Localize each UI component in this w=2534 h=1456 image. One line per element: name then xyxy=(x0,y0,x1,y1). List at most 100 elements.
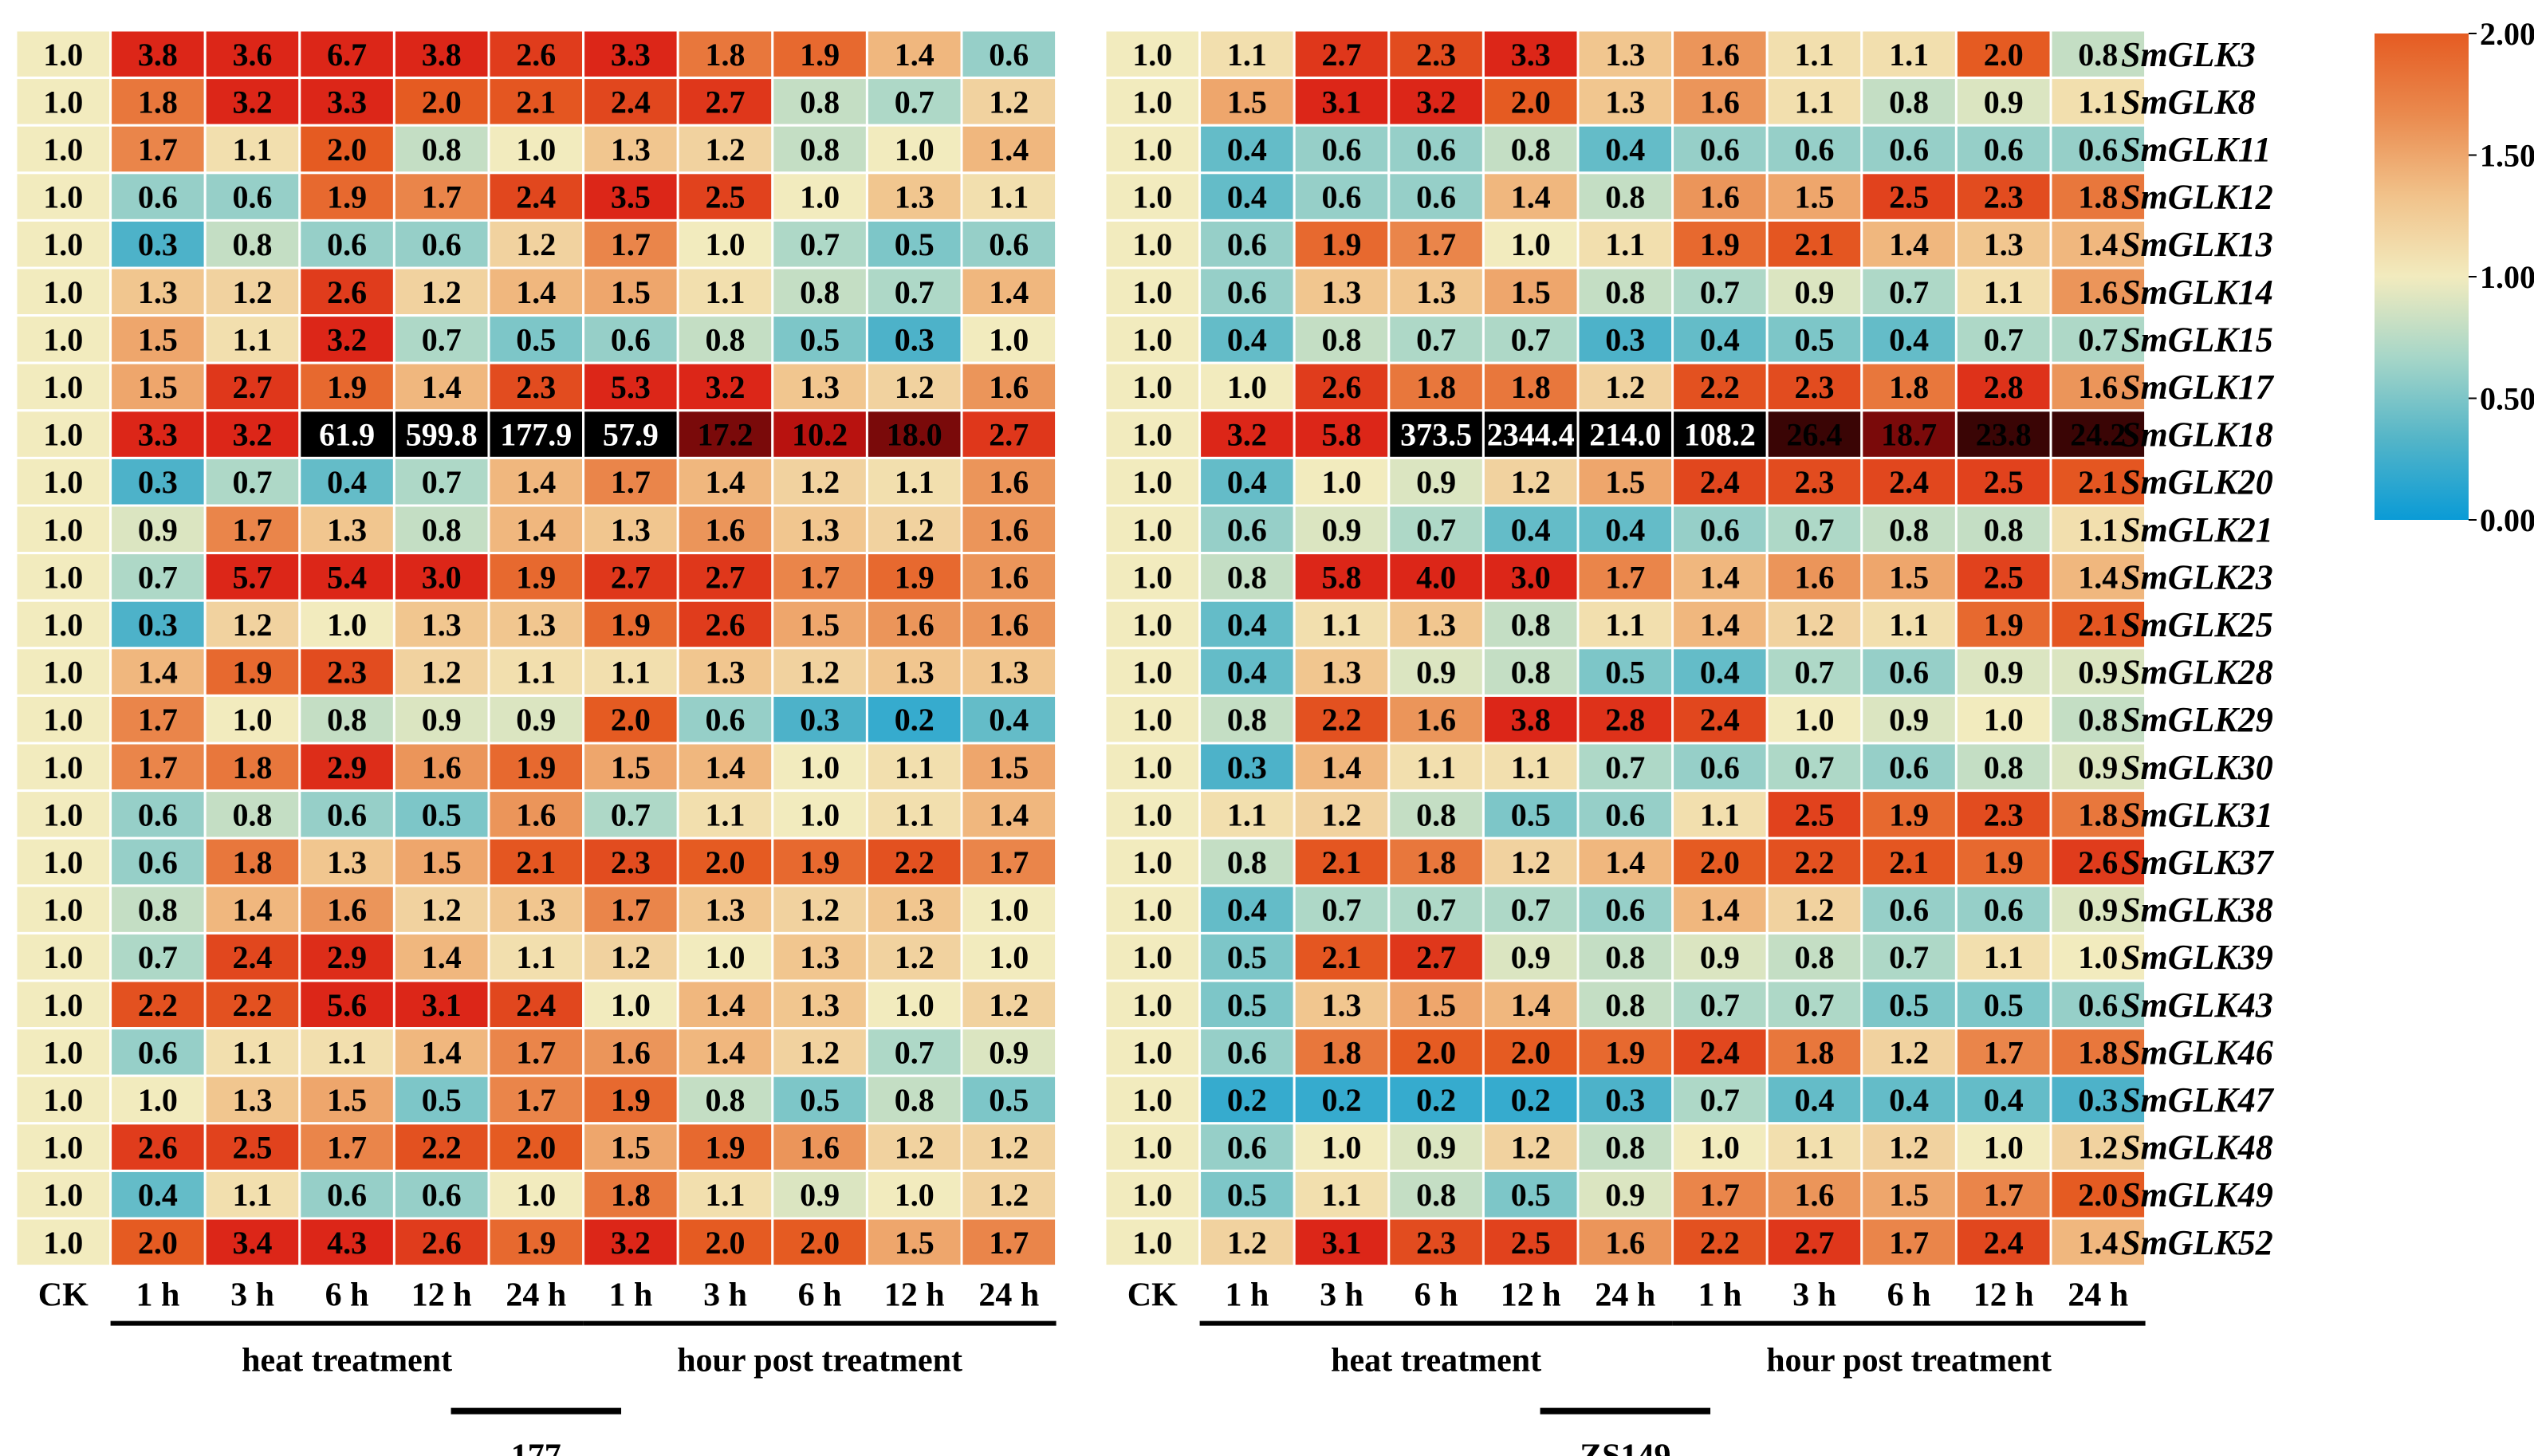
cell-value: 0.3 xyxy=(895,321,935,357)
cell-value: 1.3 xyxy=(1322,987,1362,1023)
heatmap-cell xyxy=(1671,1217,1769,1268)
cell-value: 2.7 xyxy=(1416,939,1456,975)
heatmap-cell xyxy=(676,931,774,982)
heatmap-cell xyxy=(865,29,963,80)
cell-value: 0.7 xyxy=(1416,321,1456,357)
cell-value: 1.5 xyxy=(138,321,178,357)
heatmap-cell xyxy=(582,599,679,650)
cell-value: 2.4 xyxy=(1984,1225,2024,1261)
cell-value: 2.5 xyxy=(1795,797,1835,832)
cell-value: 0.9 xyxy=(2078,655,2118,691)
cell-value: 1.6 xyxy=(895,607,935,643)
cell-value: 2.0 xyxy=(1511,1034,1551,1070)
heatmap-cell xyxy=(1198,361,1296,412)
heatmap-cell xyxy=(771,218,868,270)
heatmap-cell xyxy=(1954,1122,2052,1172)
heatmap-cell xyxy=(865,599,963,650)
cell-value: 3.1 xyxy=(1322,84,1362,120)
cell-value: 0.7 xyxy=(895,84,935,120)
cell-value: 1.1 xyxy=(1795,37,1835,73)
cell-value: 5.8 xyxy=(1322,417,1362,453)
cell-value: 108.2 xyxy=(1684,417,1756,453)
cell-value: 3.0 xyxy=(1511,559,1551,595)
cell-value: 0.6 xyxy=(1227,274,1267,310)
gene-labels: SmGLK3 SmGLK8 SmGLK11 SmGLK12 SmGLK13 SmGLK14… xyxy=(2121,35,2275,1262)
genotype-label: 177 xyxy=(511,1438,561,1456)
cell-value: 0.8 xyxy=(422,132,462,167)
cell-value: 0.8 xyxy=(2078,702,2118,738)
cell-value: 1.8 xyxy=(1795,1034,1835,1070)
cell-value: 1.4 xyxy=(422,939,462,975)
cell-value: 26.4 xyxy=(1787,417,1843,453)
cell-value: 1.0 xyxy=(1511,226,1551,262)
heatmap-cell xyxy=(676,836,774,887)
gene-label: SmGLK3 xyxy=(2121,35,2256,74)
cell-value: 1.8 xyxy=(1511,369,1551,405)
heatmap-cell xyxy=(203,1122,301,1172)
cell-value: 1.0 xyxy=(1132,274,1172,310)
cell-value: 1.1 xyxy=(1795,84,1835,120)
cell-value: 1.7 xyxy=(1416,226,1456,262)
cell-value: 0.4 xyxy=(989,702,1029,738)
heatmap-cell xyxy=(14,29,112,80)
cell-value: 1.4 xyxy=(1511,987,1551,1023)
heatmap-cell xyxy=(1293,552,1391,602)
cell-value: 0.6 xyxy=(138,1034,178,1070)
cell-value: 2.6 xyxy=(706,607,746,643)
cell-value: 1.0 xyxy=(43,1130,83,1166)
column-label: 1 h xyxy=(1225,1277,1269,1314)
cell-value: 1.3 xyxy=(989,655,1029,691)
heatmap-cell xyxy=(1293,979,1391,1030)
heatmap-cell xyxy=(676,884,774,935)
heatmap-cell xyxy=(1765,171,1863,222)
cell-value: 1.0 xyxy=(43,179,83,215)
cell-value: 1.2 xyxy=(1511,844,1551,880)
heatmap-cell xyxy=(1765,1027,1863,1077)
cell-value: 1.0 xyxy=(1132,369,1172,405)
cell-value: 0.6 xyxy=(1322,132,1362,167)
cell-value: 0.5 xyxy=(1889,987,1929,1023)
heatmap-cell xyxy=(771,1074,868,1125)
cell-value: 1.1 xyxy=(2078,84,2118,120)
cell-value: 1.0 xyxy=(1132,1225,1172,1261)
cell-value: 1.0 xyxy=(43,417,83,453)
heatmap-cell xyxy=(676,1169,774,1220)
heatmap-cell xyxy=(1293,456,1391,507)
heatmap-cell xyxy=(960,552,1058,602)
cell-value: 1.6 xyxy=(989,559,1029,595)
cell-value: 0.9 xyxy=(1984,655,2024,691)
cell-value: 0.4 xyxy=(1511,512,1551,548)
cell-value: 1.1 xyxy=(233,1177,273,1213)
cell-value: 1.0 xyxy=(43,132,83,167)
cell-value: 1.4 xyxy=(989,132,1029,167)
cell-value: 1.7 xyxy=(516,1082,556,1118)
cell-value: 1.6 xyxy=(516,797,556,832)
heatmap-cell xyxy=(1293,314,1391,364)
cell-value: 1.5 xyxy=(895,1225,935,1261)
heatmap-cell xyxy=(1954,314,2052,364)
heatmap-cell xyxy=(1954,1217,2052,1268)
cell-value: 18.0 xyxy=(887,417,942,453)
cell-value: 1.0 xyxy=(43,1034,83,1070)
cell-value: 0.6 xyxy=(138,844,178,880)
heatmap-cell xyxy=(676,77,774,127)
heatmap-cell xyxy=(203,789,301,840)
heatmap-cell xyxy=(771,409,868,459)
cell-value: 1.4 xyxy=(706,987,746,1023)
heatmap-cell xyxy=(298,1217,395,1268)
heatmap-cell xyxy=(1671,77,1769,127)
cell-value: 5.3 xyxy=(611,369,651,405)
heatmap-cell xyxy=(676,694,774,745)
cell-value: 1.3 xyxy=(706,892,746,928)
cell-value: 1.1 xyxy=(706,274,746,310)
cell-value: 0.3 xyxy=(1605,1082,1645,1118)
cell-value: 1.1 xyxy=(516,939,556,975)
cell-value: 1.6 xyxy=(2078,274,2118,310)
cell-value: 0.7 xyxy=(138,559,178,595)
cell-value: 1.0 xyxy=(43,37,83,73)
cell-value: 1.0 xyxy=(611,987,651,1023)
heatmap-cell xyxy=(771,77,868,127)
cell-value: 0.4 xyxy=(1227,179,1267,215)
cell-value: 1.6 xyxy=(989,607,1029,643)
cell-value: 1.2 xyxy=(422,892,462,928)
